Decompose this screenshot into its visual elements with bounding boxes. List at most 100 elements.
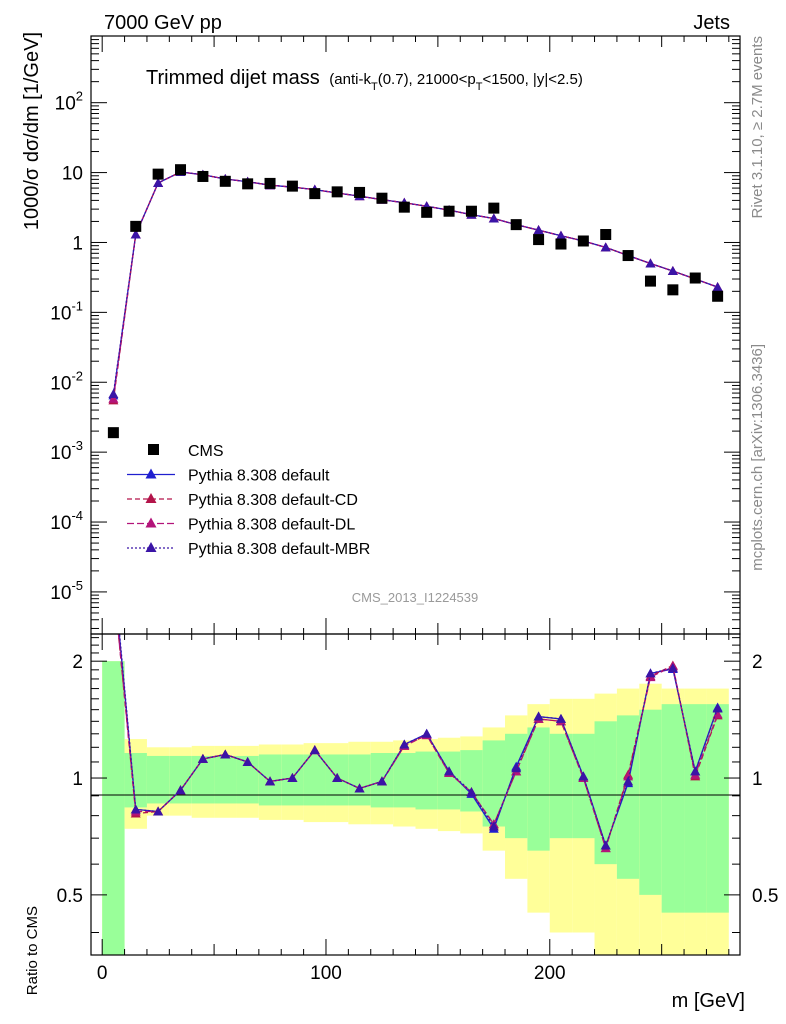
ratio-y-tick-label: 0.5: [57, 886, 83, 907]
data-point: [286, 180, 298, 192]
mc-point-3: [667, 266, 678, 276]
ratio-line-3: [118, 634, 719, 848]
ratio-band-inner: [527, 727, 550, 851]
ratio-band-inner: [639, 709, 662, 895]
mcplots-label: mcplots.cern.ch [arXiv:1306.3436]: [749, 344, 766, 571]
mc-line-2: [112, 171, 718, 399]
ratio-y-tick-label: 1: [72, 769, 83, 790]
ratio-point-3: [197, 753, 208, 763]
legend-marker-0: [145, 468, 157, 479]
data-point: [421, 206, 433, 218]
ratio-band-inner: [348, 754, 371, 806]
legend-label-data: CMS: [188, 443, 224, 460]
ratio-line-2: [117, 634, 719, 851]
ratio-band-inner: [460, 750, 483, 812]
ratio-point-3: [153, 806, 164, 816]
ratio-point-3: [690, 766, 701, 776]
mc-point-3: [555, 230, 566, 240]
ratio-point-3: [488, 821, 499, 831]
data-point: [152, 168, 164, 180]
main-panel: 10-5 10-4 10-3 10-2 10-1 1 10 102 CMS_2013_I122…: [50, 35, 741, 635]
ratio-y-tick-label-right: 1: [752, 769, 763, 790]
ratio-point-3: [466, 787, 477, 797]
data-point: [443, 205, 455, 217]
data-point: [107, 427, 119, 439]
data-point: [197, 170, 209, 182]
legend-label-2: Pythia 8.308 default-DL: [188, 517, 355, 534]
legend: CMS Pythia 8.308 default Pythia 8.308 defa…: [127, 443, 370, 558]
legend-marker-3: [145, 542, 157, 552]
ratio-point-3: [287, 773, 298, 783]
ratio-band-inner: [549, 733, 573, 839]
mc-point-3: [533, 225, 544, 235]
data-point: [130, 220, 142, 232]
ratio-point-3: [242, 756, 253, 766]
ratio-band-inner: [169, 755, 192, 804]
mc-line-3: [112, 171, 718, 395]
data-point: [465, 205, 477, 217]
x-tick-label: 0: [97, 963, 108, 984]
ratio-band-inner: [661, 704, 685, 913]
ratio-point-2: [623, 771, 634, 781]
ratio-panel: 0.5 0.5 1 1 2 2: [57, 633, 778, 956]
ratio-point-3: [578, 771, 589, 781]
chart-subtitle: (anti-kT(0.7), 21000<pT<1500, |y|<2.5): [329, 71, 583, 93]
legend-marker-2: [145, 517, 157, 528]
ratio-point-3: [354, 783, 365, 793]
y-tick-label: 10-2: [50, 368, 83, 394]
ratio-point-3: [130, 804, 141, 814]
mc-line-0: [112, 171, 718, 396]
mc-point-3: [108, 388, 119, 398]
header-left: 7000 GeV pp: [104, 12, 222, 34]
ratio-point-3: [533, 711, 544, 721]
ratio-band-inner: [236, 755, 259, 804]
ratio-band-inner: [102, 661, 125, 955]
data-point: [398, 201, 410, 213]
ratio-point-3: [712, 703, 723, 713]
data-point: [644, 275, 656, 287]
data-point: [219, 175, 231, 187]
legend-marker-1: [145, 493, 157, 503]
y-tick-label: 10-5: [50, 578, 83, 604]
mc-point-2: [108, 393, 119, 403]
ratio-point-3: [645, 668, 656, 678]
mc-point-3: [153, 177, 164, 187]
y-tick-label: 10-3: [50, 438, 83, 464]
ratio-point-3: [265, 776, 276, 786]
legend-marker-data: [148, 444, 159, 455]
y-tick-label: 10-1: [50, 298, 83, 324]
ratio-y-tick-label: 2: [72, 652, 83, 673]
legend-label-0: Pythia 8.308 default: [188, 468, 330, 485]
ratio-y-tick-label-right: 0.5: [752, 886, 778, 907]
ratio-y-tick-label-right: 2: [752, 652, 763, 673]
ratio-band-inner: [191, 755, 215, 804]
data-point: [175, 164, 187, 176]
ratio-point-3: [332, 773, 343, 783]
mc-point-3: [488, 213, 499, 223]
ratio-point-3: [623, 776, 634, 786]
ratio-point-3: [175, 785, 186, 795]
data-point: [376, 192, 388, 204]
analysis-id: CMS_2013_I1224539: [352, 590, 479, 605]
y-tick-label: 10-4: [50, 508, 83, 534]
y-axis-title: 1000/σ dσ/dm [1/GeV]: [21, 32, 43, 230]
ratio-point-3: [444, 766, 455, 776]
y-tick-label: 10: [62, 164, 83, 185]
data-point: [622, 250, 634, 262]
mc-point-3: [600, 242, 611, 252]
x-tick-label: 200: [534, 963, 566, 984]
data-point: [309, 188, 321, 200]
ratio-band-inner: [146, 755, 170, 804]
legend-label-1: Pythia 8.308 default-CD: [188, 492, 358, 509]
data-point: [533, 234, 545, 246]
ratio-point-3: [667, 663, 678, 673]
legend-label-3: Pythia 8.308 default-MBR: [188, 541, 370, 558]
data-point: [510, 219, 522, 231]
mc-point-3: [130, 229, 141, 239]
mc-point-3: [645, 258, 656, 268]
ratio-point-3: [376, 776, 387, 786]
y-tick-label: 1: [72, 233, 83, 254]
ratio-point-3: [309, 745, 320, 755]
chart-title: Trimmed dijet mass (anti-kT(0.7), 21000<…: [146, 67, 583, 93]
